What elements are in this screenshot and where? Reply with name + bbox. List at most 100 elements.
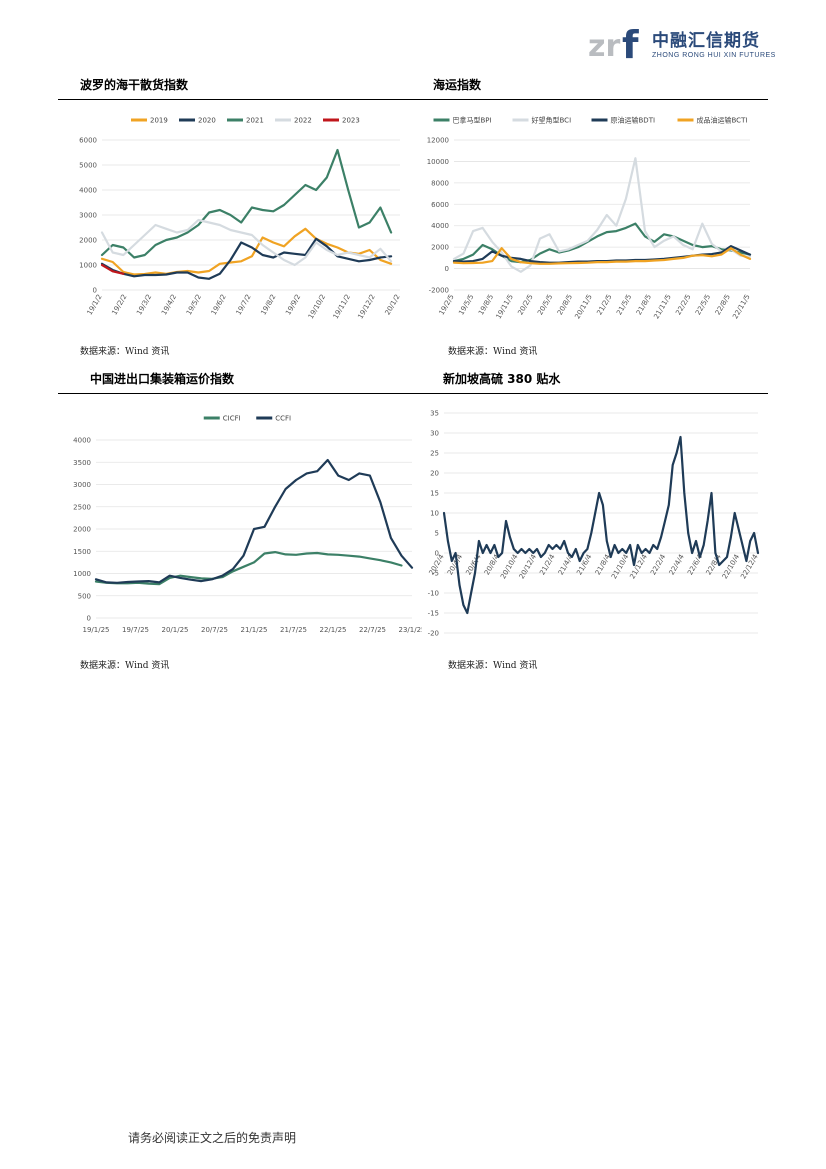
y-tick-label: 30 [430,430,439,438]
zrf-logo-icon: zr f [588,23,639,64]
y-tick-label: 10000 [427,158,449,166]
y-tick-label: 2500 [73,503,91,511]
legend-label: 2019 [150,117,168,125]
x-tick-label: 19/11/5 [495,293,515,320]
x-tick-label: 19/5/5 [457,293,475,317]
x-tick-label: 23/1/25 [399,626,423,634]
x-tick-label: 19/1/2 [86,293,104,317]
y-tick-label: 25 [430,450,439,458]
y-tick-label: 3000 [79,212,97,220]
data-source-3: 数据来源：Wind 资讯 [80,661,170,671]
section-title-shipping: 海运指数 [433,78,482,92]
x-tick-label: 20/7/25 [201,626,228,634]
y-tick-label: 3500 [73,459,91,467]
x-tick-label: 22/2/5 [674,293,692,317]
section-title-singapore: 新加坡高硫 380 贴水 [443,372,561,386]
x-tick-label: 19/6/2 [210,293,228,317]
y-tick-label: 3000 [73,481,91,489]
y-tick-label: 1500 [73,548,91,556]
x-tick-label: 21/11/5 [652,293,672,320]
y-tick-label: 6000 [431,201,449,209]
company-name-cn: 中融汇信期货 [652,31,760,51]
x-tick-label: 19/2/2 [110,293,128,317]
x-tick-label: 21/5/5 [615,293,633,317]
x-tick-label: 20/1/25 [162,626,189,634]
footer-disclaimer: 请务必阅读正文之后的免责声明 [128,1131,297,1145]
company-logo: zr f 中融汇信期货 ZHONG RONG HUI XIN FUTURES [588,20,778,64]
data-source-1: 数据来源：Wind 资讯 [80,347,170,357]
x-tick-label: 19/11/2 [332,293,352,320]
y-tick-label: 8000 [431,179,449,187]
x-tick-label: 20/5/5 [536,293,554,317]
x-tick-label: 19/5/2 [185,293,203,317]
x-tick-label: 19/12/2 [356,293,376,320]
x-tick-label: 19/4/2 [160,293,178,317]
x-tick-label: 19/9/2 [284,293,302,317]
legend-label: 2020 [198,117,216,125]
x-tick-label: 19/2/5 [438,293,456,317]
y-tick-label: 12000 [427,137,449,145]
data-source-2: 数据来源：Wind 资讯 [448,347,538,357]
x-tick-label: 19/3/2 [135,293,153,317]
y-tick-label: 2000 [73,526,91,534]
chart-shipping: -2000 0 2000 4000 6000 8000 10000 12000 巴拿马型BPI 好… [422,108,762,337]
x-tick-label: 19/8/2 [259,293,277,317]
data-source-4: 数据来源：Wind 资讯 [448,661,538,671]
y-tick-label: 10 [430,510,439,518]
chart-ccfi: 0 500 1000 1500 2000 2500 3000 3500 4000 CICFI CCF… [62,405,425,644]
y-tick-label: 1000 [73,570,91,578]
y-tick-label: 4000 [79,187,97,195]
x-tick-label: 19/7/25 [122,626,149,634]
y-tick-label: 1000 [79,262,97,270]
chart-singapore-premium: -20 -15 -10 -5 0 5 10 15 20 25 30 35 20/2/4 20/4/4 20/… [422,402,767,646]
series-line-CICFI [94,551,403,586]
x-tick-label: 22/11/5 [731,293,751,320]
series-line-成品油运输BCTI [452,247,752,265]
series-line-2020 [100,237,393,280]
y-tick-label: 500 [78,592,91,600]
section-title-container: 中国进出口集装箱运价指数 [90,372,235,386]
y-tick-label: 5 [435,530,439,538]
y-tick-label: -15 [428,610,439,618]
x-tick-label: 20/2/5 [516,293,534,317]
x-tick-label: 19/8/5 [477,293,495,317]
x-tick-label: 22/1/25 [320,626,347,634]
x-tick-label: 22/5/5 [694,293,712,317]
x-tick-label: 20/11/5 [573,293,593,320]
y-tick-label: 0 [87,615,91,623]
x-tick-label: 22/12/4 [739,553,760,581]
y-tick-label: -20 [428,630,439,638]
series-line-2023 [100,263,125,275]
series-line-2022 [100,218,393,267]
legend-label: 2021 [246,117,264,125]
legend-label: 巴拿马型BPI [453,116,492,125]
chart-ccfi-svg: 0 500 1000 1500 2000 2500 3000 3500 4000 CICFI CCF… [73,415,425,635]
x-tick-label: 19/1/25 [83,626,110,634]
y-tick-label: 15 [430,490,439,498]
x-tick-label: 22/8/5 [714,293,732,317]
y-tick-label: 5000 [79,162,97,170]
svg-text:zr: zr [588,29,620,64]
y-tick-label: -10 [428,590,439,598]
x-tick-label: 21/2/5 [595,293,613,317]
legend-label: CICFI [223,415,241,423]
x-tick-label: 19/7/2 [235,293,253,317]
y-tick-label: 35 [430,410,439,418]
series-line-CCFI [94,458,414,584]
svg-text:f: f [622,23,639,64]
x-tick-label: 21/7/25 [280,626,307,634]
legend-label: 好望角型BCI [532,116,572,125]
series-line-好望角型BCI [452,157,752,273]
series-line-value [442,435,760,615]
divider-top [58,99,768,100]
legend-label: 原油运输BDTI [611,116,656,125]
y-tick-label: 20 [430,470,439,478]
y-tick-label: 6000 [79,137,97,145]
x-tick-label: 20/8/5 [556,293,574,317]
chart-bdi: 0 1000 2000 3000 4000 5000 6000 2019 2020 2021 202… [62,108,412,337]
x-tick-label: 19/10/2 [307,293,327,320]
y-tick-label: 0 [93,287,97,295]
legend-label: 成品油运输BCTI [697,116,748,125]
legend-label: CCFI [275,415,291,423]
